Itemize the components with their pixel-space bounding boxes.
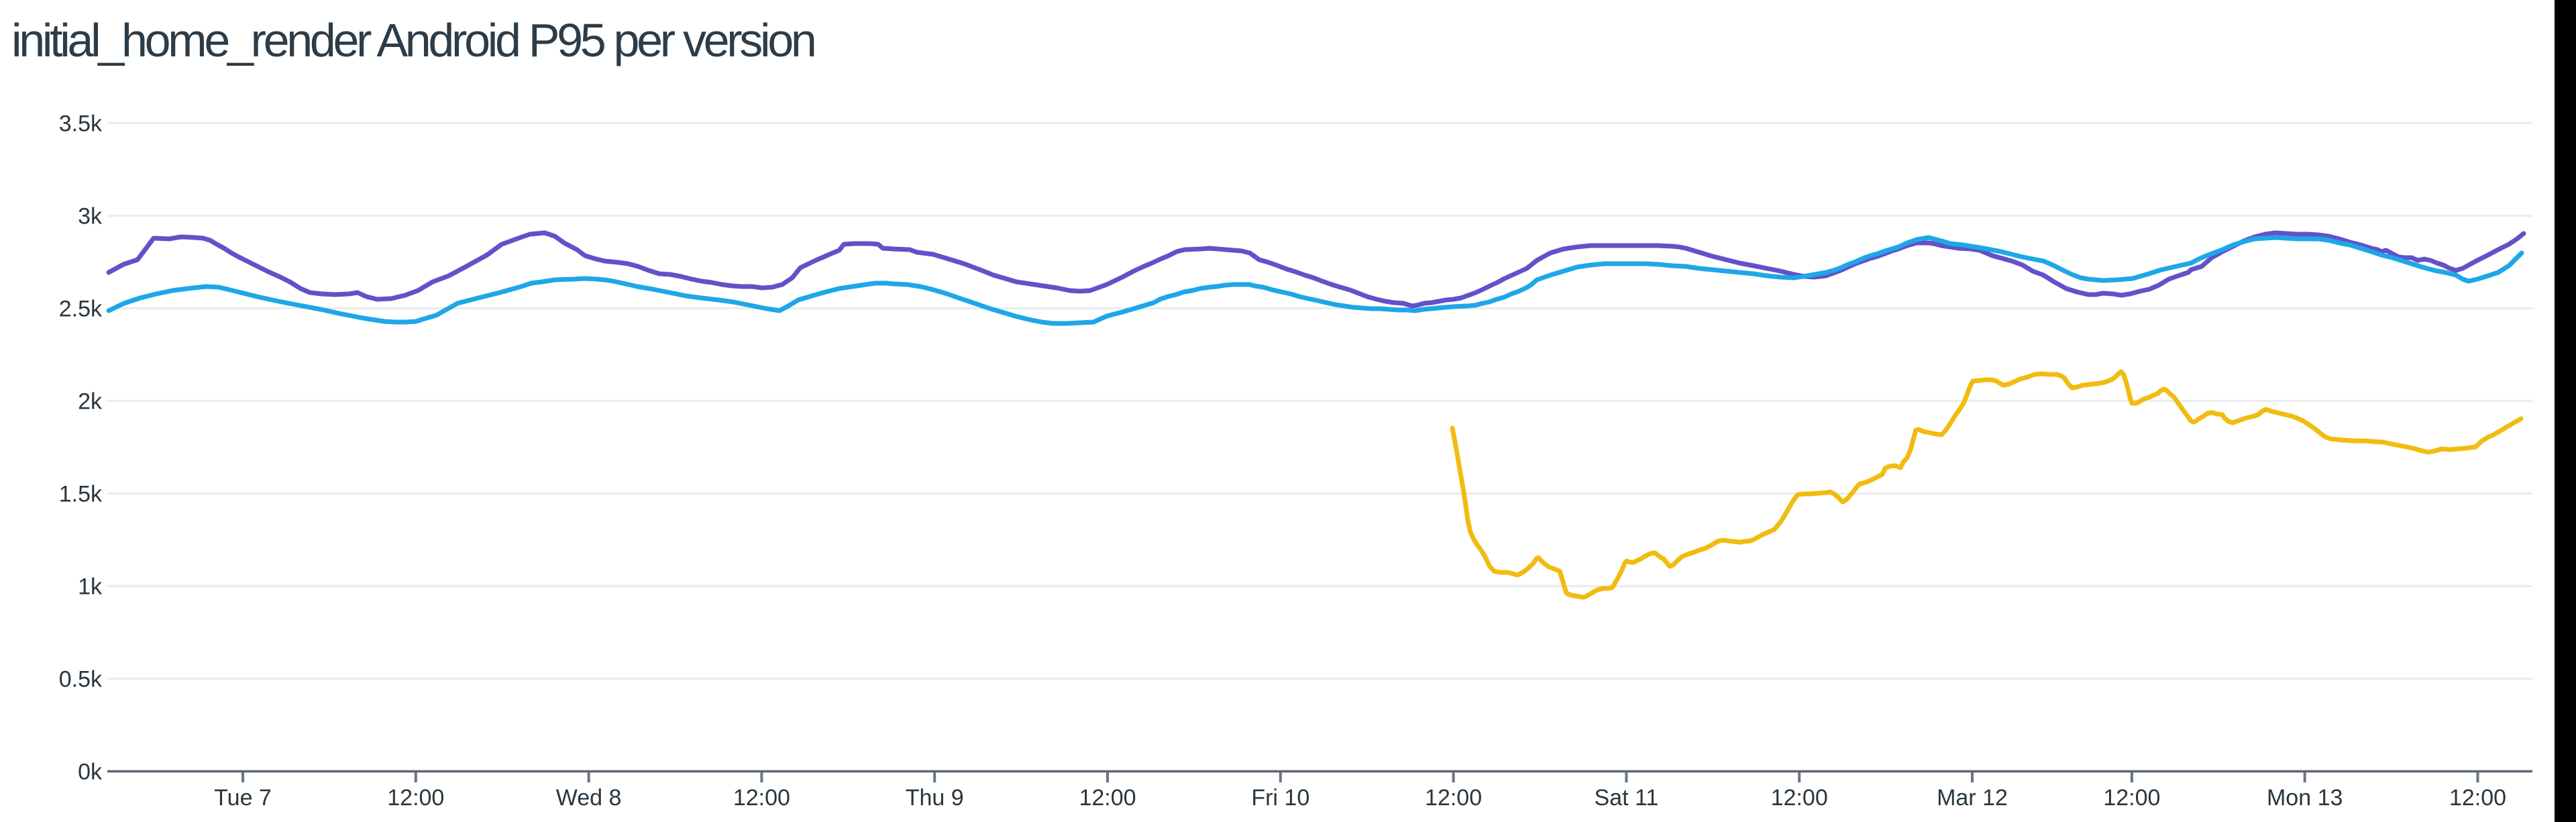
- svg-text:1.5k: 1.5k: [59, 482, 103, 507]
- svg-text:12:00: 12:00: [1425, 785, 1482, 811]
- svg-text:0k: 0k: [78, 760, 103, 785]
- svg-text:12:00: 12:00: [2103, 785, 2160, 811]
- svg-text:Tue 7: Tue 7: [214, 785, 272, 811]
- svg-text:2k: 2k: [78, 389, 103, 415]
- svg-text:12:00: 12:00: [387, 785, 444, 811]
- svg-text:Wed 8: Wed 8: [556, 785, 622, 811]
- svg-text:Mar 12: Mar 12: [1937, 785, 2008, 811]
- svg-text:initial_home_render Android P9: initial_home_render Android P95 per vers…: [11, 14, 814, 66]
- svg-text:12:00: 12:00: [733, 785, 790, 811]
- svg-text:1k: 1k: [78, 574, 103, 600]
- svg-text:3k: 3k: [78, 204, 103, 229]
- svg-text:Thu 9: Thu 9: [906, 785, 964, 811]
- svg-text:12:00: 12:00: [2449, 785, 2506, 811]
- svg-text:12:00: 12:00: [1079, 785, 1136, 811]
- svg-text:12:00: 12:00: [1771, 785, 1828, 811]
- svg-text:Mon 13: Mon 13: [2267, 785, 2343, 811]
- svg-text:Sat 11: Sat 11: [1595, 785, 1659, 811]
- svg-text:Fri 10: Fri 10: [1251, 785, 1309, 811]
- svg-text:3.5k: 3.5k: [59, 111, 103, 137]
- svg-text:0.5k: 0.5k: [59, 667, 103, 692]
- svg-text:2.5k: 2.5k: [59, 297, 103, 322]
